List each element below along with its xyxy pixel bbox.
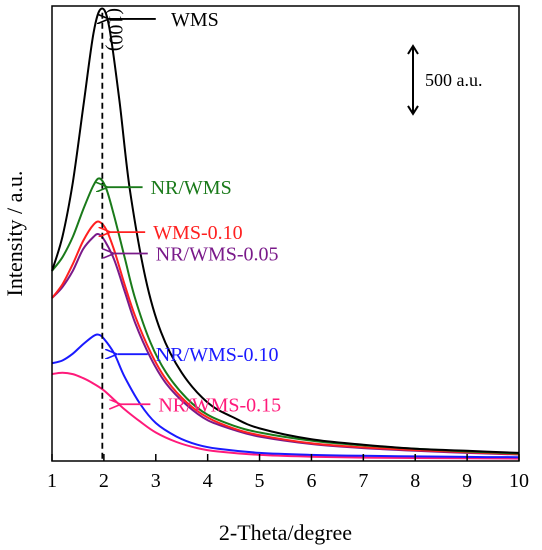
- series-line-nr-wms-0-10: [51, 333, 520, 459]
- series-label: NR/WMS-0.10: [156, 344, 279, 366]
- series-line-nr-wms-0-15: [51, 371, 520, 460]
- series-label: WMS: [171, 9, 219, 31]
- scale-bar: 500 a.u.: [407, 44, 483, 116]
- series-layer: [51, 7, 520, 460]
- x-tick-label: 5: [255, 470, 265, 492]
- x-axis-label: 2-Theta/degree: [219, 520, 352, 545]
- x-tick-label: 4: [203, 470, 213, 492]
- series-label: NR/WMS: [151, 177, 232, 199]
- y-axis-label: Intensity / a.u.: [2, 171, 27, 297]
- x-tick-label: 3: [151, 470, 161, 492]
- series-label: WMS-0.10: [153, 222, 242, 244]
- x-tick-label: 9: [462, 470, 472, 492]
- double-arrow-icon: [407, 44, 419, 116]
- plot-frame: [51, 5, 520, 462]
- peak-label: (100): [104, 8, 126, 51]
- x-tick-label: 6: [306, 470, 316, 492]
- series-line-nr-wms-0-05: [51, 232, 520, 456]
- x-tick-label: 8: [410, 470, 420, 492]
- scale-bar-label: 500 a.u.: [425, 70, 483, 90]
- x-tick-label: 7: [358, 470, 368, 492]
- series-label: NR/WMS-0.15: [158, 394, 281, 416]
- series-line-wms: [51, 7, 520, 454]
- x-tick-label: 10: [509, 470, 529, 492]
- x-tick-label: 2: [99, 470, 109, 492]
- series-line-nr-wms: [51, 177, 520, 455]
- series-label: NR/WMS-0.05: [156, 244, 279, 266]
- series-line-wms-0-10: [51, 220, 520, 456]
- x-axis: 1 2 3 4 5 6 7 8 9 10: [47, 454, 529, 492]
- x-tick-label: 1: [47, 470, 57, 492]
